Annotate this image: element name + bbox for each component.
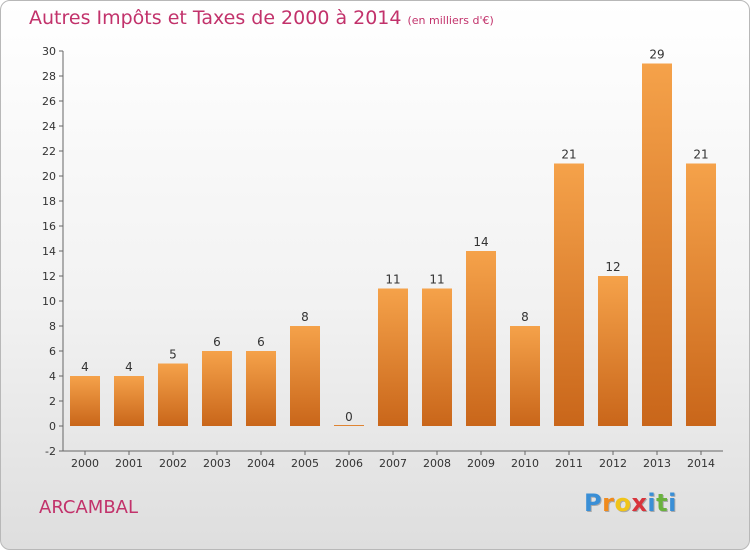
data-label-2005: 8 (301, 310, 309, 324)
bar-2009 (466, 251, 496, 426)
bar-2014 (686, 163, 716, 426)
x-tick-label-2006: 2006 (335, 457, 363, 470)
data-label-2008: 11 (429, 273, 444, 287)
logo-letter: i (647, 489, 657, 517)
data-label-2013: 29 (649, 48, 664, 62)
bar-2011 (554, 163, 584, 426)
y-tick-label: 12 (42, 270, 56, 283)
y-tick-label: 0 (49, 420, 56, 433)
x-tick-label-2010: 2010 (511, 457, 539, 470)
data-label-2003: 6 (213, 335, 221, 349)
x-tick-label-2005: 2005 (291, 457, 319, 470)
y-tick-label: 6 (49, 345, 56, 358)
x-tick-label-2000: 2000 (71, 457, 99, 470)
y-tick-label: 2 (49, 395, 56, 408)
data-label-2002: 5 (169, 348, 177, 362)
bar-2007 (378, 288, 408, 426)
logo-letter: o (614, 489, 632, 517)
y-tick-label: 14 (42, 245, 56, 258)
x-tick-label-2003: 2003 (203, 457, 231, 470)
x-tick-label-2002: 2002 (159, 457, 187, 470)
y-tick-label: 4 (49, 370, 56, 383)
y-tick-label: 24 (42, 120, 56, 133)
chart-title: Autres Impôts et Taxes de 2000 à 2014 (en… (29, 7, 494, 29)
logo-letter: r (602, 489, 615, 517)
x-tick-label-2008: 2008 (423, 457, 451, 470)
y-tick-label: 20 (42, 170, 56, 183)
data-label-2001: 4 (125, 360, 133, 374)
x-tick-label-2007: 2007 (379, 457, 407, 470)
x-tick-label-2004: 2004 (247, 457, 275, 470)
logo-letter: x (631, 489, 648, 517)
x-tick-label-2011: 2011 (555, 457, 583, 470)
bar-2001 (114, 376, 144, 426)
data-label-2006: 0 (345, 410, 353, 424)
y-tick-label: 18 (42, 195, 56, 208)
bar-2000 (70, 376, 100, 426)
data-label-2014: 21 (693, 148, 708, 162)
data-label-2012: 12 (605, 260, 620, 274)
y-tick-label: 26 (42, 95, 56, 108)
x-tick-label-2014: 2014 (687, 457, 715, 470)
logo-letter: P (584, 489, 603, 517)
y-tick-label: -2 (45, 445, 56, 458)
logo-letter: i (668, 489, 677, 517)
data-label-2009: 14 (473, 235, 488, 249)
x-tick-label-2013: 2013 (643, 457, 671, 470)
bar-2010 (510, 326, 540, 426)
data-label-2007: 11 (385, 273, 400, 287)
y-tick-label: 22 (42, 145, 56, 158)
y-tick-label: 8 (49, 320, 56, 333)
y-tick-label: 28 (42, 70, 56, 83)
data-label-2004: 6 (257, 335, 265, 349)
y-tick-label: 30 (42, 45, 56, 58)
logo-letter: t (656, 489, 669, 517)
x-tick-label-2001: 2001 (115, 457, 143, 470)
chart-title-text: Autres Impôts et Taxes de 2000 à 2014 (29, 7, 402, 29)
commune-name: ARCAMBAL (39, 497, 139, 518)
data-label-2010: 8 (521, 310, 529, 324)
x-tick-label-2009: 2009 (467, 457, 495, 470)
bar-2008 (422, 288, 452, 426)
bar-2002 (158, 363, 188, 426)
bar-2004 (246, 351, 276, 426)
proxiti-logo: Proxiti (584, 489, 677, 517)
bar-2003 (202, 351, 232, 426)
data-label-2000: 4 (81, 360, 89, 374)
data-label-2011: 21 (561, 148, 576, 162)
bar-2012 (598, 276, 628, 426)
bar-2013 (642, 63, 672, 426)
y-tick-label: 16 (42, 220, 56, 233)
bar-2005 (290, 326, 320, 426)
y-tick-label: 10 (42, 295, 56, 308)
x-tick-label-2012: 2012 (599, 457, 627, 470)
bar-2006 (334, 425, 364, 426)
chart-unit-label: (en milliers d'€) (407, 14, 494, 27)
